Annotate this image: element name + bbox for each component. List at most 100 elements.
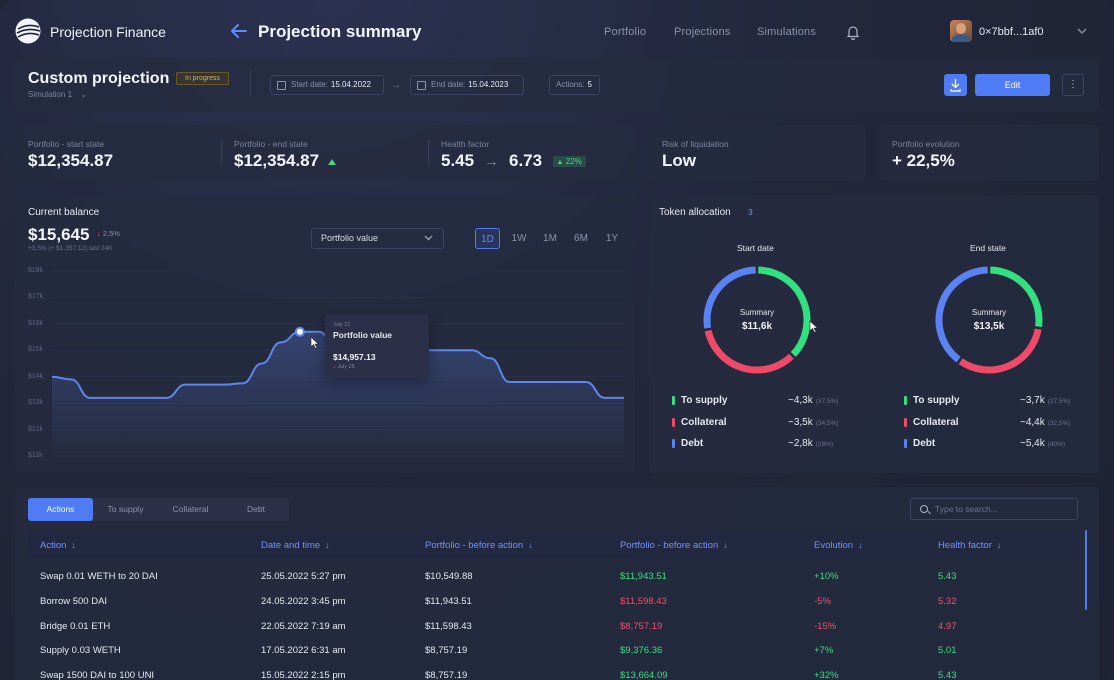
cell-after: $9,376.36: [620, 645, 663, 657]
page-title: Projection summary: [258, 22, 422, 41]
header-date[interactable]: Date and time ↓: [261, 540, 330, 551]
legend-label: To supply: [681, 395, 728, 406]
header-action[interactable]: Action ↓: [40, 540, 76, 551]
legend-swatch: [672, 395, 675, 405]
scrollbar[interactable]: [1085, 530, 1087, 610]
legend-swatch: [672, 438, 675, 448]
cell-action: Supply 0.03 WETH: [40, 645, 121, 657]
header-evolution[interactable]: Evolution ↓: [814, 540, 863, 551]
header-label: Action: [40, 540, 67, 551]
nav-simulations[interactable]: Simulations: [757, 26, 817, 38]
legend-swatch: [672, 417, 675, 427]
search-input[interactable]: Type to search...: [910, 498, 1078, 520]
end-date-label: End date:: [431, 80, 466, 89]
simulation-select[interactable]: Simulation 1 ⌄: [28, 90, 87, 99]
cell-health: 5.32: [938, 595, 957, 607]
donut-segment-collateral[interactable]: [704, 329, 794, 374]
cell-date: 25.05.2022 5:27 pm: [261, 571, 346, 582]
end-summary-label: Summary: [971, 308, 1007, 317]
tab-collateral[interactable]: Collateral: [172, 504, 209, 514]
bell-icon[interactable]: [846, 24, 860, 40]
cell-after: $11,598.43: [620, 595, 667, 607]
status-badge: In progress: [176, 72, 230, 85]
legend-amount: ~2,8k: [788, 438, 813, 449]
end-state-value: $12,354.87: [234, 151, 320, 170]
cell-before: $11,598.43: [425, 620, 472, 632]
y-tick-label: $11k: [28, 452, 43, 459]
data-point: [603, 396, 607, 400]
data-point: [222, 383, 226, 387]
header-portfolio-before[interactable]: Portfolio - before action ↓: [425, 540, 533, 551]
legend-percent: (34,5%): [815, 420, 839, 427]
simulation-label: Simulation 1: [28, 90, 73, 99]
tooltip-value: $14,957.13: [333, 352, 376, 362]
brand-name: Projection Finance: [50, 24, 166, 40]
legend-label: To supply: [913, 395, 960, 406]
data-point: [88, 396, 92, 400]
cell-action: Swap 1500 DAI to 100 UNI: [40, 670, 155, 680]
more-options-button[interactable]: ⋮: [1062, 74, 1084, 96]
timeframe-6m[interactable]: 6M: [574, 233, 588, 244]
data-point: [203, 383, 207, 387]
legend-debt: Debt: [672, 438, 703, 449]
end-donut-chart: [935, 266, 1043, 374]
donut-segment-debt[interactable]: [935, 266, 988, 363]
donut-segment-debt[interactable]: [703, 266, 756, 329]
stats-panel: [15, 125, 635, 181]
actions-value: 5: [587, 80, 592, 89]
tab-to-supply[interactable]: To supply: [107, 504, 144, 514]
timeframe-1d[interactable]: 1D: [475, 228, 500, 249]
balance-change: ↓ 2,5%: [97, 229, 120, 238]
header-portfolio-after[interactable]: Portfolio - before action ↓: [620, 540, 728, 551]
cell-health: 4.97: [938, 620, 957, 632]
nav-projections[interactable]: Projections: [674, 26, 731, 38]
legend-percent: (32,5%): [1047, 420, 1071, 427]
y-tick-label: $15k: [28, 346, 44, 354]
health-factor-label: Health factor: [441, 139, 490, 149]
timeframe-1w[interactable]: 1W: [511, 233, 527, 244]
wallet-address[interactable]: 0×7bbf...1af0: [979, 26, 1044, 38]
donut-segment-collateral[interactable]: [958, 328, 1042, 374]
legend-swatch: [904, 417, 907, 427]
tab-debt[interactable]: Debt: [247, 504, 265, 514]
legend-amount: ~3,5k: [788, 417, 813, 428]
data-point: [317, 330, 321, 334]
divider: [250, 70, 251, 96]
projection-header: [15, 58, 1099, 112]
cell-action: Swap 0.01 WETH to 20 DAI: [40, 571, 158, 582]
cell-after: $11,943.51: [620, 571, 667, 582]
chevron-down-icon[interactable]: [1076, 26, 1088, 36]
cell-date: 17.05.2022 6:31 am: [261, 645, 346, 657]
timeframe-1m[interactable]: 1M: [543, 233, 557, 244]
start-date-field[interactable]: Start date: 15.04.2022: [270, 75, 384, 95]
edit-button[interactable]: Edit: [975, 74, 1050, 96]
data-point: [431, 348, 435, 352]
donut-segment-to-supply[interactable]: [990, 266, 1043, 327]
sort-down-icon: ↓: [528, 540, 533, 550]
data-point: [450, 348, 454, 352]
metric-dropdown[interactable]: Portfolio value: [311, 228, 444, 249]
back-arrow-icon[interactable]: [230, 22, 248, 40]
timeframe-1y[interactable]: 1Y: [605, 233, 619, 244]
highlight-point[interactable]: [294, 326, 305, 337]
start-date-title: Start date: [737, 243, 774, 253]
download-button[interactable]: [944, 74, 967, 96]
cell-evolution: +10%: [814, 571, 839, 582]
nav-portfolio[interactable]: Portfolio: [604, 26, 647, 38]
tab-actions[interactable]: Actions: [28, 498, 93, 521]
tooltip-title: Portfolio value: [333, 330, 393, 340]
arrow-right-icon: →: [484, 153, 499, 169]
balance-value: $15,645: [28, 225, 90, 244]
end-state-label: Portfolio - end state: [234, 139, 308, 149]
donut-segment-to-supply[interactable]: [758, 266, 811, 357]
actions-count: Actions: 5: [549, 75, 600, 95]
start-state-value: $12,354.87: [28, 151, 114, 170]
end-state-title: End state: [970, 243, 1006, 253]
header-health-factor[interactable]: Health factor ↓: [938, 540, 1001, 551]
sort-down-icon: ↓: [325, 540, 330, 550]
cell-evolution: +32%: [814, 670, 839, 680]
avatar[interactable]: [950, 20, 972, 42]
end-date-field[interactable]: End date: 15.04.2023: [410, 75, 524, 95]
health-to: 6.73: [509, 151, 543, 170]
cell-date: 24.05.2022 3:45 pm: [261, 595, 346, 607]
